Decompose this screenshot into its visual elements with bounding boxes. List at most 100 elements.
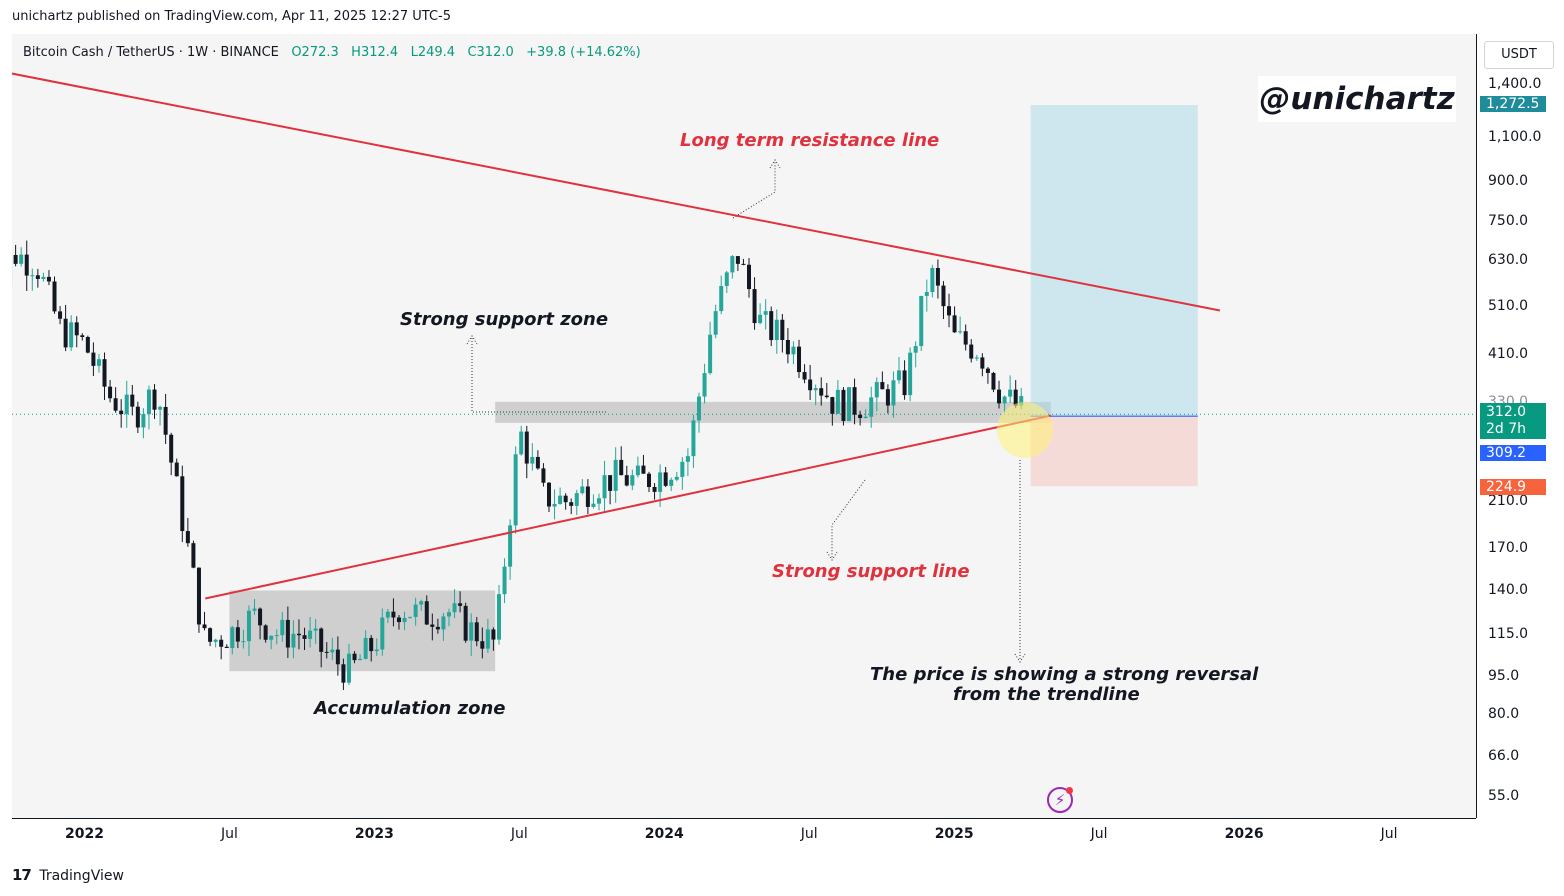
candle-body-64 bbox=[341, 664, 346, 683]
candle-body-165 bbox=[902, 370, 907, 396]
candle-body-83 bbox=[446, 612, 451, 617]
candle-body-92 bbox=[496, 594, 501, 640]
candle-body-63 bbox=[335, 649, 340, 665]
tag-entry: 309.2 bbox=[1480, 445, 1546, 461]
candle-body-129 bbox=[702, 373, 707, 397]
candle-body-48 bbox=[252, 608, 257, 611]
candle-body-43 bbox=[224, 646, 229, 649]
candle-body-7 bbox=[24, 254, 29, 276]
candle-body-96 bbox=[519, 431, 524, 455]
candle-body-94 bbox=[508, 525, 513, 567]
candle-body-20 bbox=[96, 359, 101, 366]
candle-body-147 bbox=[802, 372, 807, 380]
candle-body-12 bbox=[52, 281, 57, 312]
candle-body-141 bbox=[769, 311, 774, 341]
candle-body-136 bbox=[741, 263, 746, 265]
candle-body-77 bbox=[413, 604, 418, 617]
bolt-icon[interactable]: ⚡ bbox=[1047, 787, 1073, 813]
candle-body-108 bbox=[585, 486, 590, 507]
accumulation-zone bbox=[229, 590, 496, 672]
time-tick-4: 2024 bbox=[644, 826, 684, 842]
candle-body-16 bbox=[74, 322, 79, 336]
candle-body-106 bbox=[574, 493, 579, 506]
candle-body-155 bbox=[847, 387, 852, 421]
candle-body-144 bbox=[785, 340, 790, 355]
note-accumulation: Accumulation zone bbox=[314, 698, 506, 719]
chart-area[interactable] bbox=[12, 34, 1476, 818]
candle-body-160 bbox=[874, 382, 879, 398]
candle-body-68 bbox=[363, 637, 368, 659]
candle-body-118 bbox=[641, 465, 646, 474]
candle-body-58 bbox=[308, 630, 313, 639]
support-trendline bbox=[205, 414, 1052, 600]
currency-button[interactable]: USDT bbox=[1484, 41, 1554, 69]
candle-body-24 bbox=[119, 410, 124, 415]
candle-body-74 bbox=[396, 617, 401, 623]
candle-body-18 bbox=[85, 337, 90, 353]
candle-body-121 bbox=[658, 472, 663, 492]
candle-body-25 bbox=[124, 394, 129, 415]
tag-target: 1,272.5 bbox=[1480, 96, 1546, 112]
time-axis[interactable] bbox=[12, 818, 1476, 853]
candle-body-158 bbox=[863, 416, 868, 419]
time-tick-6: 2025 bbox=[934, 826, 974, 842]
candle-body-126 bbox=[685, 456, 690, 462]
legend-high: H312.4 bbox=[351, 45, 399, 60]
candle-body-61 bbox=[324, 651, 329, 653]
candle-body-82 bbox=[441, 616, 446, 630]
candle-body-171 bbox=[935, 267, 940, 286]
candle-body-8 bbox=[30, 275, 35, 277]
candle-body-117 bbox=[635, 465, 640, 476]
candle-body-86 bbox=[463, 605, 468, 641]
candle-body-145 bbox=[791, 346, 796, 355]
candle-body-181 bbox=[991, 372, 996, 390]
candle-body-76 bbox=[408, 616, 413, 618]
candle-body-98 bbox=[530, 456, 535, 464]
price-tick-9: 170.0 bbox=[1488, 539, 1529, 556]
candle-body-130 bbox=[708, 334, 713, 374]
pointer-resistance bbox=[732, 162, 776, 219]
candle-body-11 bbox=[46, 276, 51, 282]
candle-body-69 bbox=[369, 637, 374, 652]
author-watermark: @unichartz bbox=[1258, 76, 1456, 122]
candle-body-28 bbox=[141, 414, 146, 428]
candle-body-84 bbox=[452, 603, 457, 613]
note-reversal-2: from the trendline bbox=[953, 684, 1140, 705]
candle-body-73 bbox=[391, 611, 396, 618]
candle-body-23 bbox=[113, 398, 118, 411]
candle-body-115 bbox=[624, 475, 629, 486]
resistance-trendline bbox=[12, 72, 1221, 312]
candle-body-137 bbox=[747, 264, 752, 290]
support-zone bbox=[495, 401, 1051, 423]
time-tick-0: 2022 bbox=[64, 826, 104, 842]
candle-body-34 bbox=[174, 462, 179, 477]
time-tick-5: Jul bbox=[800, 826, 818, 842]
candle-body-88 bbox=[474, 622, 479, 642]
pointer-support-line bbox=[831, 479, 866, 558]
candle-body-71 bbox=[380, 617, 385, 650]
candle-body-81 bbox=[435, 626, 440, 630]
price-tick-1: 1,100.0 bbox=[1488, 129, 1542, 146]
candle-body-105 bbox=[569, 502, 574, 506]
pointer-support-line-arrowhead bbox=[826, 551, 838, 561]
legend-change: +39.8 (+14.62%) bbox=[526, 45, 641, 60]
candle-body-175 bbox=[958, 331, 963, 333]
candle-body-13 bbox=[58, 311, 63, 319]
candle-body-119 bbox=[646, 473, 651, 487]
time-tick-1: Jul bbox=[220, 826, 238, 842]
note-resistance: Long term resistance line bbox=[680, 130, 940, 151]
candle-body-125 bbox=[680, 461, 685, 477]
candle-body-51 bbox=[269, 635, 274, 640]
price-tick-14: 66.0 bbox=[1488, 747, 1520, 764]
candle-body-114 bbox=[619, 459, 624, 476]
candle-body-15 bbox=[69, 322, 74, 348]
tag-last-price: 312.0 2d 7h bbox=[1480, 403, 1546, 439]
price-tick-15: 55.0 bbox=[1488, 788, 1520, 804]
candle-body-152 bbox=[830, 397, 835, 414]
candle-body-176 bbox=[963, 331, 968, 345]
pointer-resistance-arrowhead bbox=[769, 159, 781, 169]
price-tick-3: 750.0 bbox=[1488, 213, 1529, 230]
candle-body-21 bbox=[102, 359, 107, 387]
time-tick-7: Jul bbox=[1090, 826, 1108, 842]
